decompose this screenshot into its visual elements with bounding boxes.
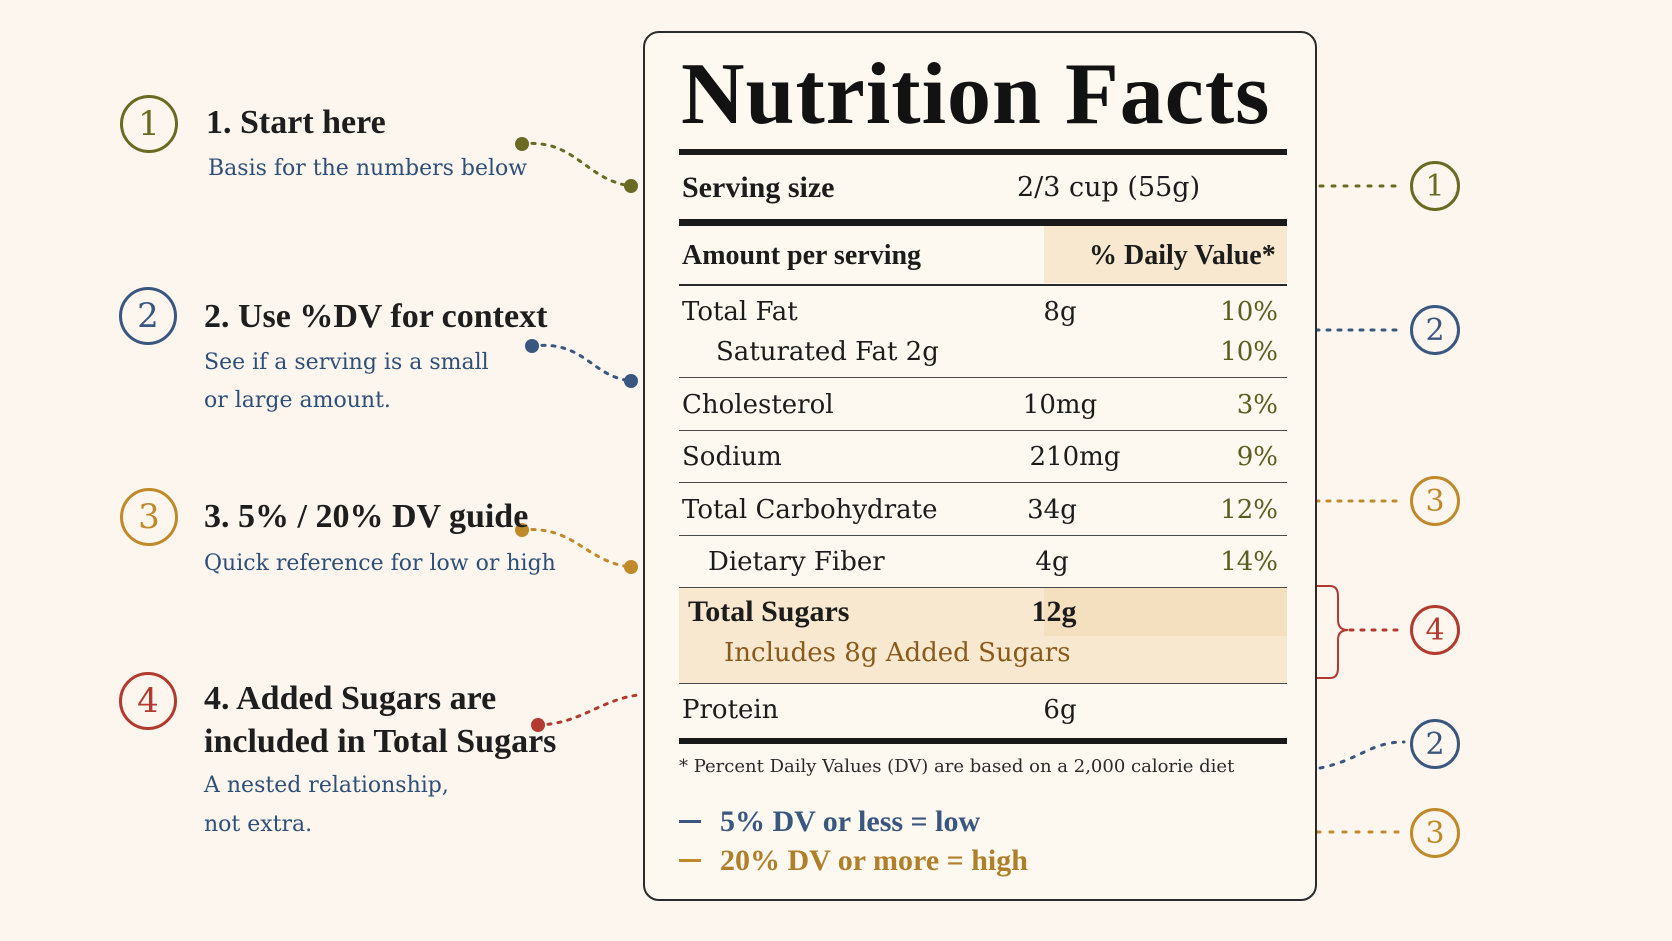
row-divider bbox=[679, 683, 1287, 684]
connector-right-5 bbox=[1318, 740, 1406, 770]
nutrient-amount: 4g bbox=[1035, 547, 1069, 577]
nutrient-daily-value: 10% bbox=[1220, 337, 1278, 367]
nutrient-name: Total Fat bbox=[682, 297, 798, 327]
step-4-title-line-1: 4. Added Sugars are bbox=[204, 680, 497, 717]
title-divider bbox=[679, 149, 1287, 155]
daily-value-footnote: * Percent Daily Values (DV) are based on… bbox=[679, 756, 1235, 777]
step-4-badge: 4 bbox=[119, 672, 177, 730]
nutrition-facts-label: Nutrition Facts Serving size 2/3 cup (55… bbox=[643, 31, 1317, 901]
right-badge-3: 3 bbox=[1410, 476, 1460, 526]
legend-low-text: 5% DV or less = low bbox=[720, 805, 981, 838]
right-badge-6: 3 bbox=[1410, 808, 1460, 858]
step-3-description: Quick reference for low or high bbox=[204, 551, 556, 576]
legend-high-dash bbox=[679, 859, 701, 862]
right-badge-1: 1 bbox=[1410, 161, 1460, 211]
legend-high-text: 20% DV or more = high bbox=[720, 844, 1028, 877]
nutrient-amount: 34g bbox=[1027, 495, 1077, 525]
legend-low-dash bbox=[679, 820, 701, 823]
nutrient-amount: 6g bbox=[1043, 695, 1077, 725]
row-divider bbox=[679, 430, 1287, 431]
step-3-badge: 3 bbox=[120, 488, 178, 546]
nutrient-amount: 210mg bbox=[1029, 442, 1121, 472]
step-1-badge: 1 bbox=[120, 95, 178, 153]
right-badge-4: 4 bbox=[1410, 605, 1460, 655]
nutrient-name: Total Sugars bbox=[688, 595, 850, 628]
nutrient-name: Dietary Fiber bbox=[708, 547, 885, 577]
step-1-title: 1. Start here bbox=[206, 104, 386, 141]
row-divider bbox=[679, 482, 1287, 483]
nutrient-daily-value: 9% bbox=[1236, 442, 1278, 472]
step-4-title-line-2: included in Total Sugars bbox=[204, 723, 557, 760]
nutrient-name: Total Carbohydrate bbox=[682, 495, 938, 525]
header-divider bbox=[679, 284, 1287, 286]
nutrient-name: Includes 8g Added Sugars bbox=[724, 638, 1071, 668]
nutrient-name: Sodium bbox=[682, 442, 782, 472]
label-title: Nutrition Facts bbox=[681, 46, 1271, 143]
step-4-description-line-1: A nested relationship, bbox=[204, 773, 449, 798]
nutrient-amount: 12g bbox=[1031, 595, 1077, 628]
right-badge-2: 2 bbox=[1410, 305, 1460, 355]
nutrient-name: Protein bbox=[682, 695, 779, 725]
nutrient-amount: 10mg bbox=[1022, 390, 1098, 420]
footer-divider bbox=[679, 738, 1287, 744]
total-sugars-amount-highlight bbox=[1044, 588, 1287, 636]
right-badge-5: 2 bbox=[1410, 719, 1460, 769]
nutrient-amount: 8g bbox=[1043, 297, 1077, 327]
step-1-description: Basis for the numbers below bbox=[208, 156, 528, 181]
connector-step-2 bbox=[525, 339, 638, 388]
serving-size-value: 2/3 cup (55g) bbox=[1017, 172, 1201, 203]
daily-value-header: % Daily Value* bbox=[1089, 240, 1276, 271]
step-3-title: 3. 5% / 20% DV guide bbox=[204, 498, 529, 535]
row-divider bbox=[679, 535, 1287, 536]
step-4-description-line-2: not extra. bbox=[204, 812, 313, 837]
step-2-description-line-2: or large amount. bbox=[204, 388, 391, 413]
row-divider bbox=[679, 587, 1287, 588]
connector-step-1 bbox=[515, 137, 638, 193]
nutrient-daily-value: 10% bbox=[1220, 297, 1278, 327]
nutrient-name: Saturated Fat 2g bbox=[716, 337, 939, 367]
step-2-title: 2. Use %DV for context bbox=[204, 298, 548, 335]
serving-size-label: Serving size bbox=[682, 171, 835, 204]
nutrient-name: Cholesterol bbox=[682, 390, 834, 420]
row-divider bbox=[679, 377, 1287, 378]
step-2-description-line-1: See if a serving is a small bbox=[204, 350, 489, 375]
nutrient-daily-value: 12% bbox=[1220, 495, 1278, 525]
step-2-badge: 2 bbox=[119, 287, 177, 345]
nutrient-daily-value: 14% bbox=[1220, 547, 1278, 577]
amount-per-serving-header: Amount per serving bbox=[682, 240, 922, 271]
daily-value-header-highlight bbox=[1044, 226, 1287, 283]
serving-divider bbox=[679, 219, 1287, 226]
nutrient-daily-value: 3% bbox=[1236, 390, 1278, 420]
